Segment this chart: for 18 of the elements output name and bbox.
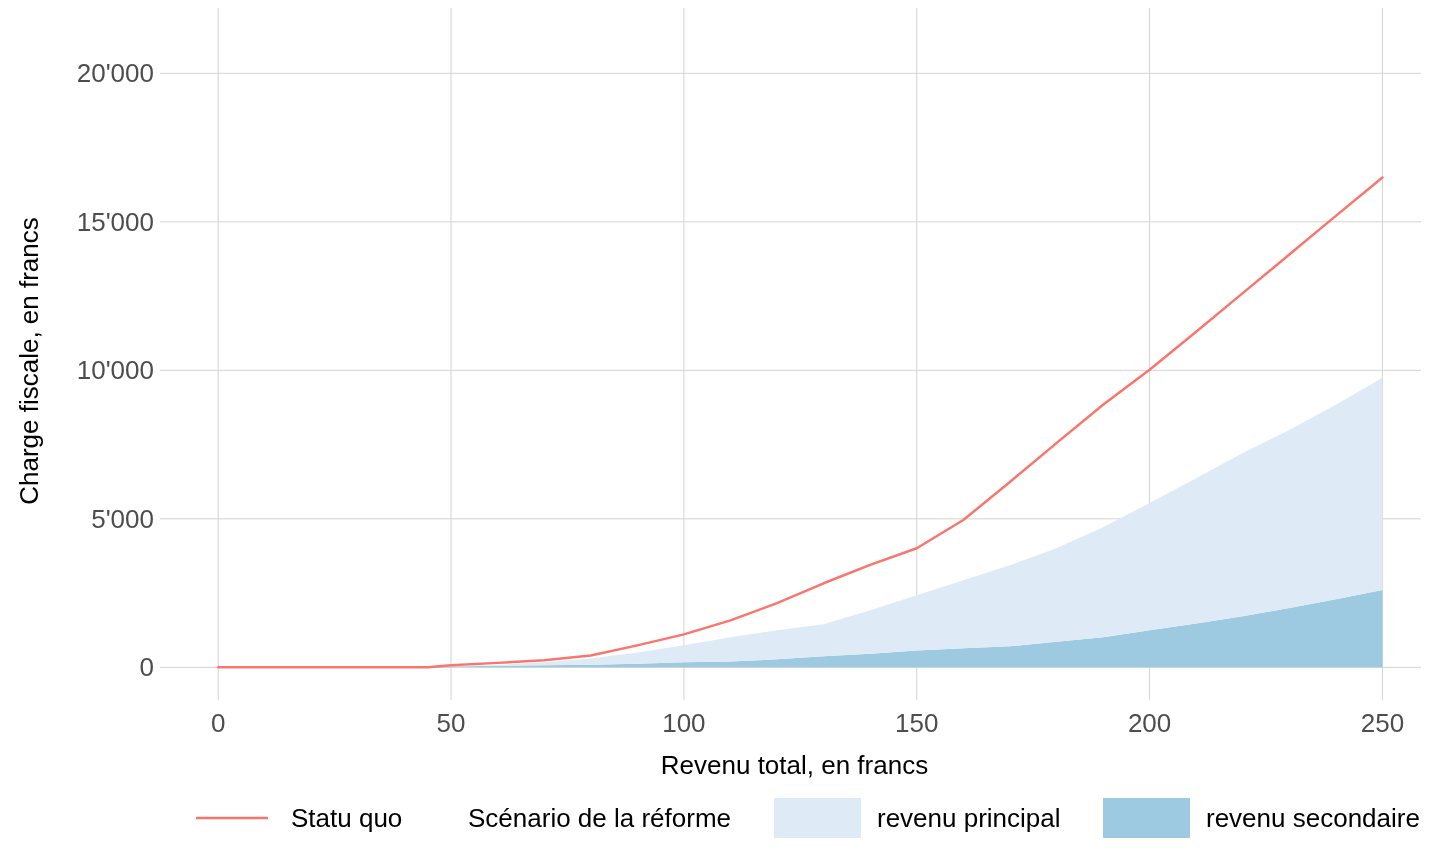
y-tick-label: 20'000: [76, 58, 154, 89]
legend-label: Statu quo: [291, 803, 403, 833]
legend-label: revenu secondaire: [1206, 803, 1420, 833]
x-tick-label: 0: [210, 708, 226, 738]
x-tick-label: 100: [662, 708, 706, 738]
y-tick-label: 10'000: [76, 355, 154, 386]
y-tick-label: 15'000: [76, 206, 154, 237]
x-axis-title: Revenu total, en francs: [660, 750, 929, 780]
line-series: [216, 176, 1384, 669]
x-tick-label: 50: [436, 708, 466, 738]
legend-title: Scénario de la réforme: [468, 803, 732, 833]
legend-label: revenu principal: [877, 803, 1061, 833]
x-tick-label: 250: [1360, 708, 1405, 738]
y-tick-label: 5'000: [91, 503, 154, 534]
y-axis-title: Charge fiscale, en francs: [14, 217, 44, 505]
y-tick-label: 0: [139, 652, 154, 683]
x-tick-label: 150: [895, 708, 939, 738]
x-tick-label: 200: [1127, 708, 1172, 738]
